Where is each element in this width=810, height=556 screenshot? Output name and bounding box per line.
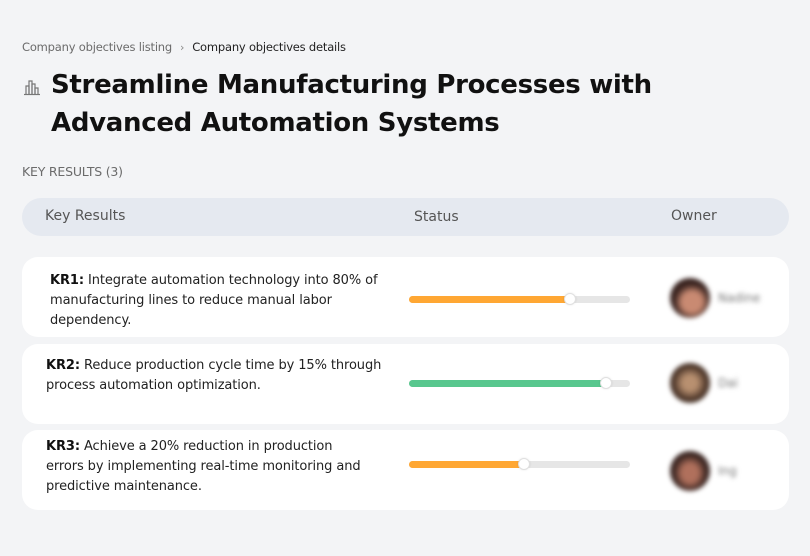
column-header-status: Status (414, 209, 459, 225)
key-result-id: KR1: (50, 273, 84, 288)
key-results-count-label: KEY RESULTS (3) (22, 164, 123, 179)
breadcrumb: Company objectives listing › Company obj… (22, 40, 346, 54)
table-header: Key Results Status Owner (22, 198, 789, 236)
key-result-text: KR2: Reduce production cycle time by 15%… (46, 356, 386, 396)
objective-header: Streamline Manufacturing Processes with … (22, 66, 782, 142)
key-result-row-1[interactable]: KR1: Integrate automation technology int… (22, 257, 789, 337)
avatar (670, 278, 710, 318)
progress-bar[interactable] (409, 458, 630, 470)
progress-bar[interactable] (409, 377, 630, 389)
progress-fill (409, 296, 571, 303)
breadcrumb-objectives-listing[interactable]: Company objectives listing (22, 40, 172, 54)
key-result-row-3[interactable]: KR3: Achieve a 20% reduction in producti… (22, 430, 789, 510)
page-title: Streamline Manufacturing Processes with … (51, 70, 652, 138)
owner-name: Dai (718, 376, 738, 390)
progress-thumb[interactable] (517, 458, 530, 470)
key-result-id: KR3: (46, 439, 80, 454)
owner[interactable]: Dai (670, 363, 738, 403)
chevron-right-icon: › (180, 40, 185, 54)
owner-name: Nadine (718, 291, 761, 305)
key-result-id: KR2: (46, 358, 80, 373)
key-result-text: KR1: Integrate automation technology int… (50, 271, 380, 331)
progress-bar[interactable] (409, 293, 630, 305)
column-header-key-results: Key Results (45, 208, 126, 224)
owner[interactable]: Ing (670, 451, 737, 491)
progress-thumb[interactable] (564, 293, 577, 305)
breadcrumb-objectives-details: Company objectives details (192, 40, 346, 54)
owner[interactable]: Nadine (670, 278, 760, 318)
column-header-owner: Owner (671, 208, 717, 224)
key-result-description: Achieve a 20% reduction in production er… (46, 439, 361, 494)
key-result-description: Integrate automation technology into 80%… (50, 273, 378, 328)
key-result-text: KR3: Achieve a 20% reduction in producti… (46, 437, 366, 497)
owner-name: Ing (718, 464, 737, 478)
key-result-row-2[interactable]: KR2: Reduce production cycle time by 15%… (22, 344, 789, 424)
progress-fill (409, 380, 606, 387)
progress-thumb[interactable] (599, 377, 612, 389)
avatar (670, 363, 710, 403)
progress-fill (409, 461, 524, 468)
key-result-description: Reduce production cycle time by 15% thro… (46, 358, 382, 393)
avatar (670, 451, 710, 491)
building-chart-icon (22, 77, 42, 97)
